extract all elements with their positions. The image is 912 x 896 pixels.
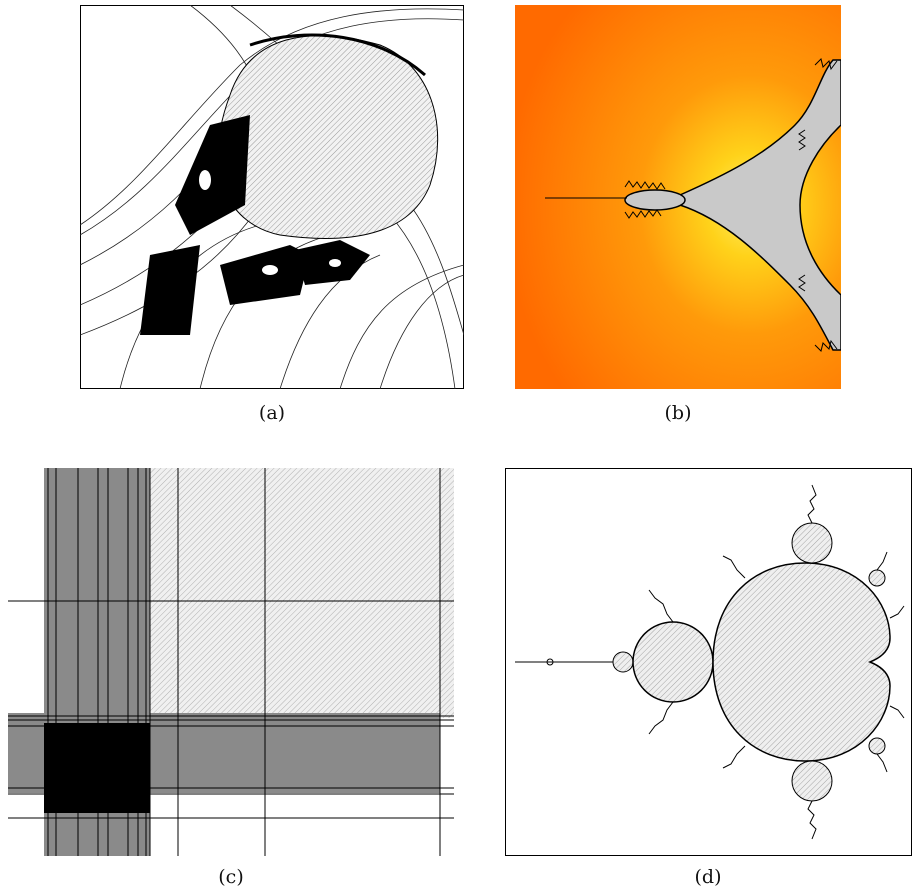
- panel-b-fringe: [624, 58, 838, 352]
- panel-a-thick-edge: [249, 33, 426, 77]
- panel-d-main-cardioid: [712, 562, 891, 762]
- panel-d-small-bulb-bottom-right: [868, 737, 886, 755]
- panel-a-figure: [80, 5, 464, 389]
- panel-a-basin-highlights: [199, 170, 341, 275]
- panel-d-top-bulb: [791, 522, 833, 564]
- panel-b-figure: [515, 5, 841, 389]
- panel-b-left-lobe: [624, 189, 686, 211]
- panel-c-figure: [8, 468, 454, 856]
- caption-c: (c): [218, 866, 244, 888]
- panel-d-small-bulb-top-right: [868, 569, 886, 587]
- panel-c: [8, 468, 454, 856]
- panel-d-left-bulb: [632, 621, 714, 703]
- panel-c-hatched-region: [148, 468, 454, 718]
- caption-d: (d): [694, 866, 722, 888]
- panel-d-filaments: [648, 484, 905, 840]
- caption-a: (a): [258, 402, 286, 424]
- panel-a-hatched-lobe: [217, 35, 439, 239]
- panel-a-black-basins: [140, 115, 370, 335]
- panel-d-small-bulb: [612, 651, 634, 673]
- panel-c-black-block: [44, 723, 150, 813]
- panel-a-curves: [80, 5, 464, 389]
- panel-b: [515, 5, 841, 389]
- panel-a: [80, 5, 464, 389]
- panel-d-bottom-bulb: [791, 760, 833, 802]
- caption-b: (b): [664, 402, 692, 424]
- panel-c-grid-lines: [8, 468, 454, 856]
- panel-d-figure: [505, 468, 912, 856]
- panel-d-mini-bulb: [546, 658, 554, 666]
- panel-d: [505, 468, 912, 856]
